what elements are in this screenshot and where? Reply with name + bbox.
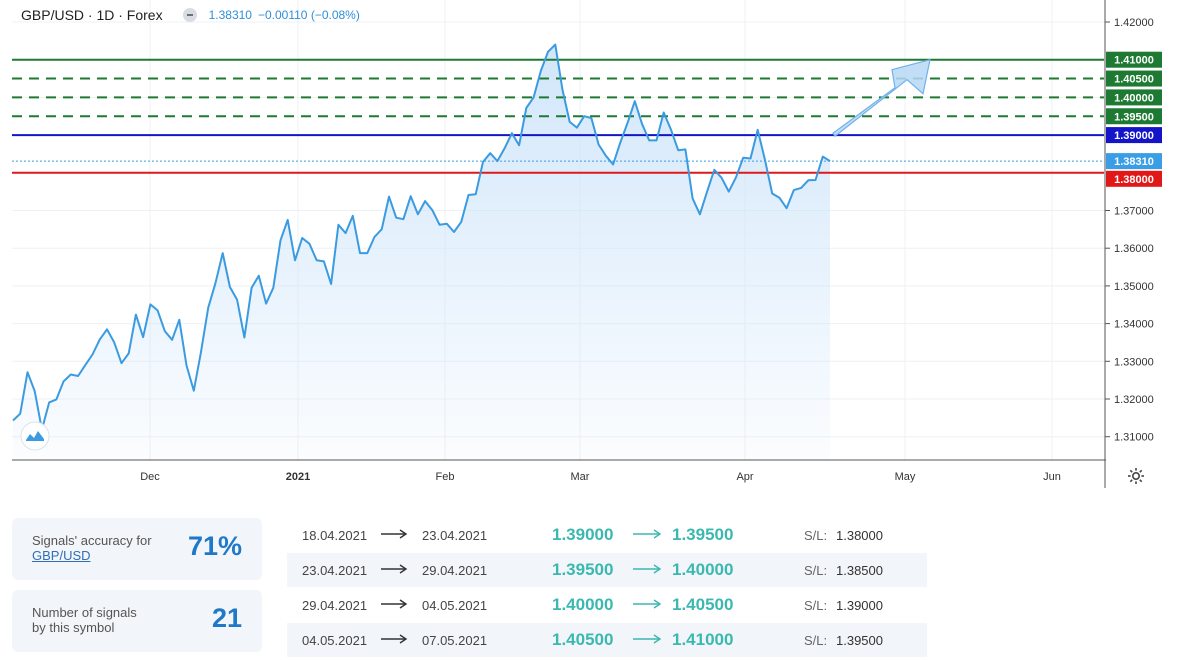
- stop-loss-label: S/L:: [804, 527, 828, 543]
- price-area: [13, 44, 830, 460]
- signal-target-price: 1.39500: [672, 525, 734, 544]
- arrow-right-icon: [380, 563, 408, 578]
- stop-loss-label: S/L:: [804, 597, 828, 613]
- stop-loss-label: S/L:: [804, 562, 828, 578]
- arrow-right-icon: [632, 633, 662, 648]
- chart-logo-icon[interactable]: [20, 421, 50, 451]
- x-axis-labels: Dec 2021 Feb Mar Apr May Jun: [140, 471, 1061, 483]
- signal-row[interactable]: 29.04.2021 04.05.2021 1.40000 1.40500 S/L: 1.…: [287, 588, 927, 622]
- price-level-badge: [1106, 170, 1162, 187]
- signal-start-date: 18.04.2021: [302, 527, 368, 543]
- signal-row[interactable]: 04.05.2021 07.05.2021 1.40500 1.41000 S/L: 1.…: [287, 623, 927, 657]
- x-tick-label: Apr: [736, 471, 753, 483]
- gear-icon[interactable]: [1126, 466, 1146, 486]
- x-tick-label: May: [895, 471, 916, 483]
- price-chart[interactable]: Dec 2021 Feb Mar Apr May Jun 1.310001.320001.3…: [0, 0, 1186, 490]
- price-line[interactable]: [12, 43, 831, 431]
- price-level-badge-label: 1.38310: [1114, 156, 1154, 168]
- price-level-badge-label: 1.38000: [1114, 174, 1154, 186]
- stop-loss-value: 1.38000: [836, 527, 883, 543]
- chart-header: GBP/USD · 1D · Forex 1.38310 −0.00110 (−…: [21, 5, 360, 25]
- accuracy-card: Signals' accuracy for GBP/USD 71%: [12, 518, 262, 580]
- price-level-badge: [1106, 127, 1162, 144]
- symbol-title: GBP/USD · 1D · Forex: [21, 7, 163, 23]
- signal-start-date: 23.04.2021: [302, 562, 368, 578]
- arrow-right-icon: [632, 598, 662, 613]
- forecast-up-arrow: [832, 58, 931, 138]
- signal-count-card: Number of signals by this symbol 21: [12, 590, 262, 652]
- y-tick-label: 1.35000: [1114, 281, 1154, 293]
- y-tick-label: 1.42000: [1114, 17, 1154, 29]
- price-level-badge-label: 1.40500: [1114, 74, 1154, 86]
- signal-levels: [12, 58, 1104, 174]
- price-level-badge: [1106, 153, 1162, 170]
- stop-loss-value: 1.38500: [836, 562, 883, 578]
- price-level-badge: [1106, 70, 1162, 87]
- signal-target-price: 1.40500: [672, 595, 734, 614]
- signal-row[interactable]: 23.04.2021 29.04.2021 1.39500 1.40000 S/L: 1.…: [287, 553, 927, 587]
- price-level-badge: [1106, 51, 1162, 68]
- y-axis-labels: 1.31000 1.32000 1.33000 1.34000 1.35000 1.360…: [1105, 17, 1154, 444]
- x-tick-label: 2021: [286, 471, 310, 483]
- x-tick-label: Dec: [140, 471, 160, 483]
- stop-loss-value: 1.39500: [836, 632, 883, 648]
- arrow-right-icon: [632, 528, 662, 543]
- price-level-badge: [1106, 89, 1162, 106]
- signal-row[interactable]: 18.04.2021 23.04.2021 1.39000 1.39500 S/L: 1.…: [287, 518, 927, 552]
- y-tick-label: 1.33000: [1114, 356, 1154, 368]
- signal-entry-price: 1.40500: [552, 630, 614, 649]
- price-level-badge-label: 1.41000: [1114, 55, 1154, 67]
- signal-entry-price: 1.39000: [552, 525, 614, 544]
- arrow-right-icon: [380, 528, 408, 543]
- signal-start-date: 04.05.2021: [302, 632, 368, 648]
- stop-loss-label: S/L:: [804, 632, 828, 648]
- price-level-badge-label: 1.39500: [1114, 111, 1154, 123]
- price-level-badge: [1106, 108, 1162, 125]
- last-price: 1.38310: [208, 8, 252, 22]
- signal-entry-price: 1.40000: [552, 595, 614, 614]
- accuracy-label-text: Signals' accuracy for: [32, 533, 152, 548]
- signal-end-date: 04.05.2021: [422, 597, 488, 613]
- price-change: −0.00110 (−0.08%): [257, 8, 360, 22]
- arrow-right-icon: [632, 563, 662, 578]
- price-level-badges: 1.41000 1.40500 1.40000 1.39500 1.39000 1.383…: [1106, 51, 1162, 187]
- signal-end-date: 29.04.2021: [422, 562, 488, 578]
- signal-count-label-line1: Number of signals: [32, 605, 137, 620]
- x-tick-label: Mar: [571, 471, 590, 483]
- stop-loss-value: 1.39000: [836, 597, 883, 613]
- signal-count-value: 21: [211, 603, 242, 633]
- x-tick-label: Jun: [1043, 471, 1061, 483]
- collapse-minus-icon[interactable]: [182, 8, 197, 22]
- x-tick-label: Feb: [436, 471, 455, 483]
- accuracy-value: 71%: [187, 531, 242, 561]
- accuracy-symbol-link[interactable]: GBP/USD: [32, 548, 91, 563]
- chart-axes: [12, 0, 1106, 488]
- signal-entry-price: 1.39500: [552, 560, 614, 579]
- signal-count-label: Number of signals by this symbol: [32, 605, 137, 635]
- y-tick-label: 1.31000: [1114, 432, 1154, 444]
- signal-count-label-line2: by this symbol: [32, 620, 115, 635]
- arrow-right-icon: [380, 633, 408, 648]
- y-tick-label: 1.32000: [1114, 394, 1154, 406]
- y-tick-label: 1.34000: [1114, 319, 1154, 331]
- signal-end-date: 23.04.2021: [422, 527, 488, 543]
- signal-target-price: 1.41000: [672, 630, 734, 649]
- price-level-badge-label: 1.39000: [1114, 130, 1154, 142]
- signal-target-price: 1.40000: [672, 560, 734, 579]
- accuracy-label: Signals' accuracy for GBP/USD: [32, 533, 152, 563]
- y-tick-label: 1.36000: [1114, 243, 1154, 255]
- signal-end-date: 07.05.2021: [422, 632, 488, 648]
- y-tick-label: 1.37000: [1114, 206, 1154, 218]
- price-level-badge-label: 1.40000: [1114, 92, 1154, 104]
- arrow-right-icon: [380, 598, 408, 613]
- signal-start-date: 29.04.2021: [302, 597, 368, 613]
